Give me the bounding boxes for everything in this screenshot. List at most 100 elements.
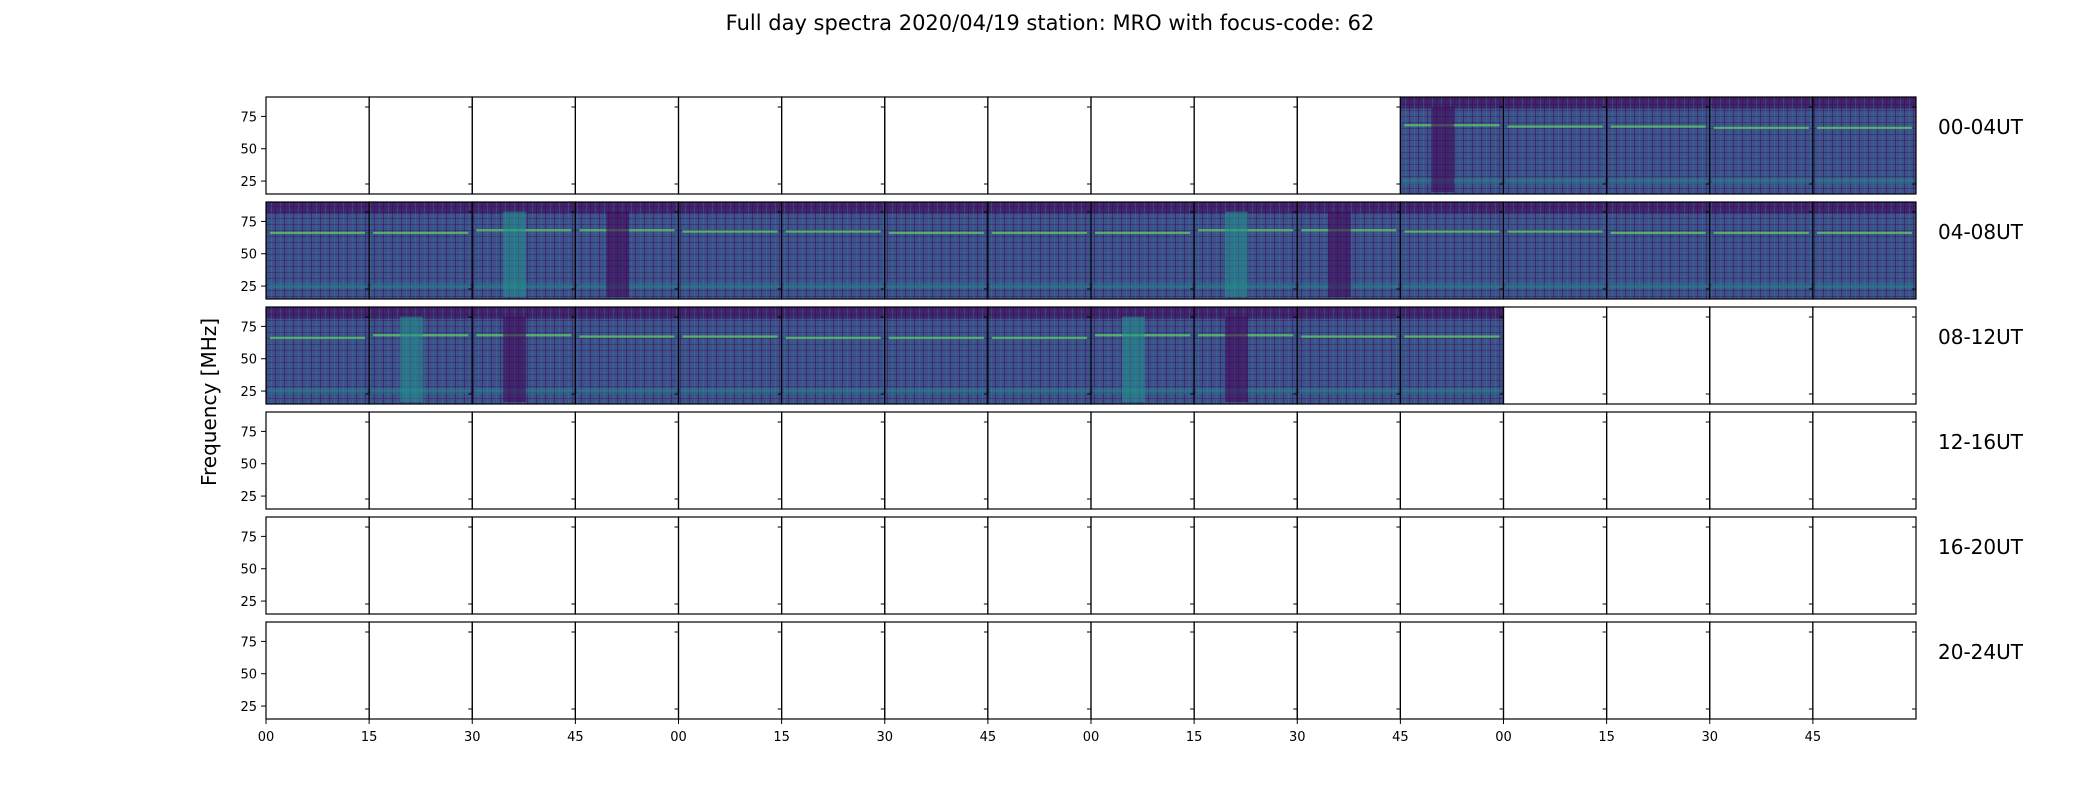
spectra-row: 25 50 75 08-12UT xyxy=(240,306,2024,405)
empty-panel xyxy=(1090,621,1195,720)
row-label: 12-16UT xyxy=(1938,430,2024,454)
empty-panel xyxy=(1812,516,1917,615)
y-tick-label: 75 xyxy=(240,215,257,230)
empty-panel xyxy=(1606,306,1711,405)
low-band xyxy=(1814,283,1914,289)
empty-panel xyxy=(987,621,1092,720)
x-tick-label: 45 xyxy=(980,730,997,745)
spectrum-panel xyxy=(265,306,370,405)
spectrum-panel xyxy=(781,306,886,405)
spectrum-panel xyxy=(1812,96,1917,195)
low-band xyxy=(783,388,883,394)
spectrum-texture xyxy=(678,202,782,299)
spectrum-panel xyxy=(884,201,989,300)
x-tick-label: 30 xyxy=(464,730,481,745)
panel-frame xyxy=(987,516,1092,615)
spectrum-panel xyxy=(884,306,989,405)
spectrum-texture xyxy=(369,202,473,299)
spectra-row: 25 50 75 12-16UT xyxy=(240,411,2024,510)
empty-panel xyxy=(1709,306,1814,405)
panel-frame xyxy=(1090,621,1195,720)
empty-panel xyxy=(987,516,1092,615)
x-tick-label: 00 xyxy=(1083,730,1100,745)
empty-panel xyxy=(574,96,680,195)
panel-frame xyxy=(1812,306,1917,405)
empty-panel xyxy=(677,621,783,720)
panel-frame xyxy=(1296,96,1401,195)
spectra-row: 25 50 75 00-04UT xyxy=(240,96,2024,195)
emission-line xyxy=(888,336,984,339)
empty-panel xyxy=(574,621,680,720)
spectrum-texture xyxy=(1606,202,1710,299)
spectrum-panel xyxy=(471,201,576,300)
low-band xyxy=(1402,283,1502,289)
panel-frame xyxy=(265,621,370,720)
spectrum-texture xyxy=(1812,202,1916,299)
spectrum-texture xyxy=(781,202,885,299)
emission-line xyxy=(579,335,675,338)
empty-panel xyxy=(1502,306,1608,405)
empty-panel xyxy=(884,411,989,510)
empty-panel xyxy=(677,411,783,510)
spectrum-panel xyxy=(265,201,370,300)
low-band xyxy=(1505,178,1605,184)
x-tick-labels: 00 15 30 45 00 15 30 45 00 15 30 45 00 15 30 45 xyxy=(258,719,1821,745)
burst-region xyxy=(503,316,526,403)
empty-panel xyxy=(781,621,886,720)
spectrum-panel xyxy=(1812,201,1917,300)
panel-frame xyxy=(1296,621,1401,720)
empty-panel xyxy=(1709,411,1814,510)
empty-panel xyxy=(368,621,473,720)
emission-line xyxy=(1610,125,1706,128)
chart-title: Full day spectra 2020/04/19 station: MRO… xyxy=(726,11,1375,35)
y-tick-label: 25 xyxy=(240,175,257,190)
low-band xyxy=(1299,388,1399,394)
panel-frame xyxy=(1812,621,1917,720)
panel-frame xyxy=(781,411,886,510)
empty-panel xyxy=(1502,621,1608,720)
panel-frame xyxy=(781,621,886,720)
spectrum-panel xyxy=(1606,96,1711,195)
row-label: 08-12UT xyxy=(1938,325,2024,349)
panel-frame xyxy=(1193,516,1298,615)
spectrum-texture xyxy=(781,307,885,404)
empty-panel xyxy=(265,411,370,510)
empty-panel xyxy=(677,516,783,615)
emission-line xyxy=(1404,230,1500,233)
spectrum-texture xyxy=(1503,202,1607,299)
panel-frame xyxy=(471,96,576,195)
x-tick-label: 30 xyxy=(876,730,893,745)
spectrum-texture xyxy=(1400,307,1504,404)
low-band xyxy=(1814,178,1914,184)
panel-frame xyxy=(1812,411,1917,510)
spectrum-panel xyxy=(987,201,1092,300)
empty-panel xyxy=(1193,411,1298,510)
empty-panel xyxy=(574,516,680,615)
spectrum-panel xyxy=(1709,96,1814,195)
y-tick-label: 75 xyxy=(240,635,257,650)
panel-frame xyxy=(1606,621,1711,720)
x-tick-label: 30 xyxy=(1701,730,1718,745)
empty-panel xyxy=(1606,621,1711,720)
x-tick-label: 00 xyxy=(670,730,687,745)
emission-line xyxy=(1507,125,1603,128)
spectrum-panel xyxy=(1502,96,1608,195)
y-tick-label: 25 xyxy=(240,700,257,715)
spectrum-texture xyxy=(1091,202,1195,299)
burst-region xyxy=(606,211,629,298)
emission-line xyxy=(1301,335,1397,338)
panel-frame xyxy=(368,516,473,615)
x-tick-label: 45 xyxy=(567,730,584,745)
panel-frame xyxy=(987,411,1092,510)
spectrum-panel xyxy=(1399,306,1505,405)
spectrum-panel xyxy=(574,306,680,405)
low-band xyxy=(989,283,1089,289)
empty-panel xyxy=(1296,621,1401,720)
emission-line xyxy=(785,336,881,339)
spectrum-panel xyxy=(1193,201,1298,300)
emission-line xyxy=(991,336,1087,339)
panel-frame xyxy=(471,411,576,510)
empty-panel xyxy=(471,621,576,720)
emission-line xyxy=(1404,335,1500,338)
spectrum-panel xyxy=(1296,201,1401,300)
